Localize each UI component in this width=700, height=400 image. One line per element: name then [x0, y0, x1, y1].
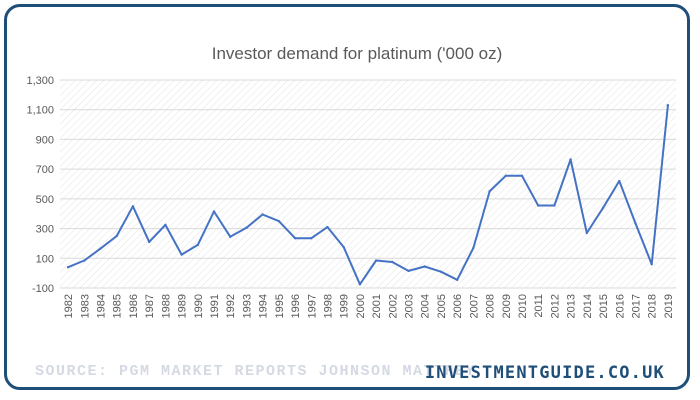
x-axis: 1982 1983 1984 1985 1986 1987 1988 1989 1990 1991…	[63, 294, 675, 318]
y-tick-label: 900	[36, 134, 54, 146]
x-tick-label: 1988	[160, 294, 172, 318]
x-tick-label: 1984	[96, 294, 108, 318]
data-point	[131, 205, 135, 208]
data-point	[212, 210, 216, 213]
x-tick-label: 1998	[322, 294, 334, 318]
data-point	[553, 204, 556, 207]
data-point	[180, 253, 183, 256]
data-point	[439, 270, 443, 273]
x-tick-label: 1991	[209, 294, 221, 318]
plot-area	[60, 80, 676, 288]
x-tick-label: 2012	[549, 294, 561, 318]
data-point	[196, 243, 199, 247]
x-tick-label: 1982	[63, 294, 75, 318]
x-tick-label: 1993	[241, 294, 253, 318]
x-tick-label: 1983	[79, 294, 91, 318]
y-tick-label: 100	[36, 253, 54, 265]
data-point	[66, 266, 70, 269]
x-tick-label: 2017	[630, 294, 642, 318]
data-point	[277, 219, 281, 223]
x-tick-label: 2009	[501, 294, 513, 318]
y-tick-label: 1,300	[26, 75, 54, 87]
data-point	[618, 179, 621, 183]
data-point	[504, 174, 507, 178]
data-point	[407, 269, 410, 273]
x-tick-label: 2006	[452, 294, 464, 318]
x-tick-label: 2002	[387, 294, 399, 318]
x-tick-label: 1985	[112, 294, 124, 318]
data-point	[585, 231, 589, 235]
chart-card: Investor demand for platinum ('000 oz) -…	[4, 4, 690, 390]
x-tick-label: 2013	[566, 294, 578, 318]
y-tick-label: 1,100	[26, 105, 54, 117]
data-point	[391, 260, 394, 264]
data-point	[634, 222, 637, 225]
data-point	[261, 213, 264, 216]
x-tick-label: 2001	[371, 294, 383, 318]
data-point	[326, 225, 329, 229]
x-tick-label: 2007	[468, 294, 480, 318]
data-point	[666, 104, 670, 107]
y-tick-label: -100	[32, 283, 54, 295]
x-tick-label: 2019	[663, 294, 675, 318]
y-tick-label: 700	[36, 164, 54, 176]
data-point	[601, 206, 605, 209]
data-point	[83, 259, 86, 262]
x-tick-label: 1999	[339, 294, 351, 318]
x-tick-label: 1995	[274, 294, 286, 318]
brand-logo[interactable]: INVESTMENTGUIDE.CO.UK	[424, 363, 665, 383]
x-tick-label: 1996	[290, 294, 302, 318]
data-point	[342, 245, 345, 249]
data-point	[164, 223, 167, 227]
data-point	[537, 204, 540, 207]
x-tick-label: 2005	[436, 294, 448, 318]
x-tick-label: 2016	[614, 294, 626, 318]
chart-title: Investor demand for platinum ('000 oz)	[212, 44, 503, 63]
x-tick-label: 2003	[404, 294, 416, 318]
y-tick-label: 500	[36, 194, 54, 206]
data-point	[569, 158, 572, 161]
x-tick-label: 1992	[225, 294, 237, 318]
x-tick-label: 2011	[533, 294, 545, 318]
x-tick-label: 2000	[355, 294, 367, 318]
data-point	[520, 174, 524, 178]
data-point	[472, 246, 475, 250]
x-tick-label: 2014	[582, 294, 594, 318]
data-point	[650, 263, 653, 266]
x-tick-label: 1990	[193, 294, 205, 318]
x-tick-label: 1986	[128, 294, 140, 318]
data-point	[293, 237, 297, 240]
data-point	[455, 278, 459, 282]
data-point	[488, 190, 491, 193]
data-point	[374, 259, 378, 262]
x-tick-label: 2010	[517, 294, 529, 318]
source-note: SOURCE: PGM MARKET REPORTS JOHNSON MATTH…	[35, 363, 477, 380]
series-line	[67, 104, 669, 286]
x-tick-label: 1997	[306, 294, 318, 318]
x-tick-label: 2015	[598, 294, 610, 318]
x-tick-label: 1989	[177, 294, 189, 318]
x-tick-label: 2004	[420, 294, 432, 318]
y-axis: -100 100 300 500 700 900 1,100 1,300	[26, 75, 54, 295]
y-tick-label: 300	[36, 224, 54, 236]
data-point	[99, 247, 102, 250]
data-point	[147, 240, 151, 244]
series-layer	[66, 104, 670, 286]
line-chart: Investor demand for platinum ('000 oz) -…	[26, 44, 676, 318]
data-point	[245, 226, 248, 230]
x-tick-label: 2018	[647, 294, 659, 318]
x-tick-label: 2008	[485, 294, 497, 318]
data-point	[115, 234, 118, 238]
x-tick-label: 1994	[258, 294, 270, 318]
data-point	[229, 235, 232, 238]
data-point	[423, 265, 426, 268]
data-point	[358, 283, 362, 286]
data-point	[310, 237, 313, 240]
x-tick-label: 1987	[144, 294, 156, 318]
